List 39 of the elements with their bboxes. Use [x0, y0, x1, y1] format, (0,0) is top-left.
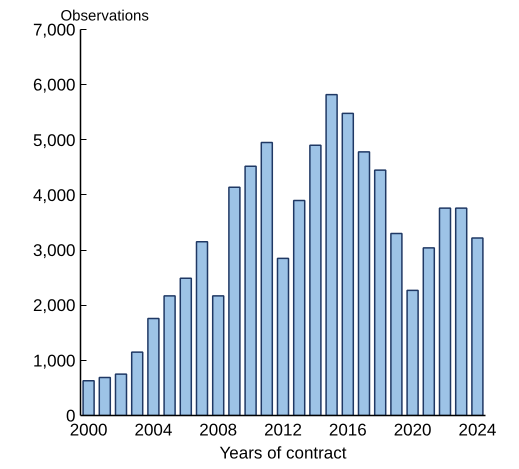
x-tick-label: 2016	[328, 420, 367, 440]
bar	[422, 247, 436, 416]
bar	[309, 144, 322, 416]
bar	[260, 142, 274, 416]
y-tick-label: 4,000	[32, 186, 76, 205]
bar	[454, 207, 468, 416]
bar	[358, 151, 370, 416]
bar	[276, 258, 290, 416]
y-tick-label: 1,000	[32, 351, 76, 370]
bar	[228, 186, 241, 416]
x-tick-label: 2000	[70, 420, 108, 440]
x-axis-title: Years of contract	[220, 444, 347, 462]
bar	[114, 373, 128, 416]
bar	[212, 295, 224, 416]
y-tick-label: 5,000	[32, 130, 76, 150]
bar	[163, 295, 176, 416]
bar	[342, 112, 354, 416]
bar	[374, 169, 386, 416]
bar	[471, 237, 484, 416]
x-tick-label: 2024	[458, 420, 496, 440]
bar	[98, 376, 112, 416]
bar	[82, 380, 95, 416]
x-tick-label: 2020	[394, 420, 432, 440]
bar	[406, 290, 419, 416]
y-tick-label: 6,000	[32, 76, 76, 95]
bar	[292, 200, 306, 416]
y-tick-label: 3,000	[32, 241, 76, 260]
bar	[147, 318, 160, 416]
x-tick-label: 2004	[134, 420, 172, 440]
bar	[244, 166, 257, 416]
y-tick-label: 2,000	[32, 296, 76, 316]
bar	[180, 277, 192, 416]
bar	[438, 207, 452, 416]
bar	[390, 232, 403, 416]
x-tick-label: 2008	[199, 420, 238, 440]
bar	[325, 94, 338, 416]
bar	[130, 351, 144, 416]
bar	[196, 241, 208, 416]
x-tick-label: 2012	[264, 420, 302, 440]
